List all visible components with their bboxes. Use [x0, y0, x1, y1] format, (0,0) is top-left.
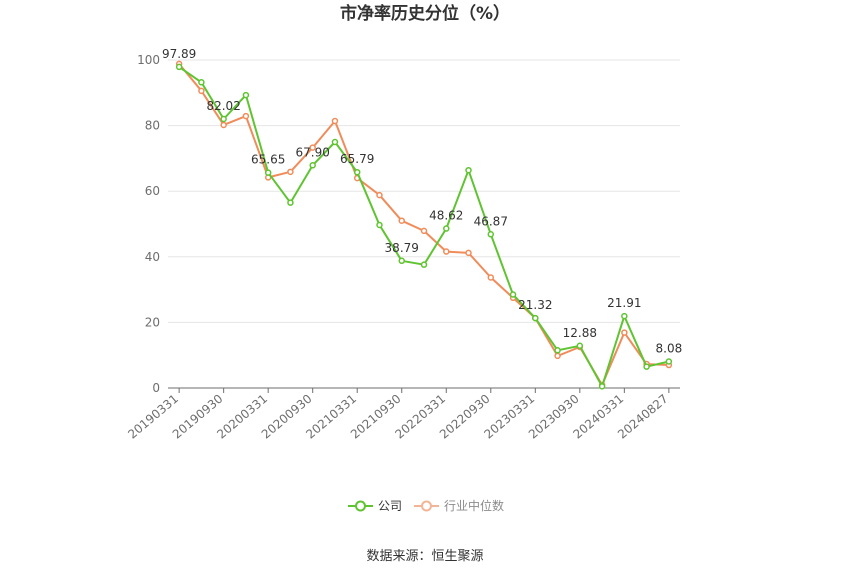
data-label: 67.90	[296, 145, 330, 159]
data-point-industry	[220, 121, 227, 129]
data-point-industry	[443, 248, 450, 255]
data-point-company	[287, 199, 294, 206]
y-axis: 0 20 40 60 80 100	[137, 53, 160, 395]
legend[interactable]: 公司 行业中位数	[348, 498, 504, 513]
y-tick-label: 40	[145, 250, 160, 264]
data-label: 48.62	[429, 209, 463, 223]
data-point-company	[665, 358, 673, 365]
data-point-industry	[242, 112, 250, 120]
data-point-company	[532, 314, 539, 322]
data-point-industry	[287, 168, 294, 176]
data-point-company	[420, 261, 428, 268]
data-label: 65.79	[340, 152, 374, 166]
data-point-company	[220, 115, 227, 123]
data-point-company	[175, 63, 183, 71]
data-point-company	[198, 79, 205, 86]
data-point-company	[242, 91, 250, 99]
data-source: 数据来源：恒生聚源	[366, 549, 483, 564]
data-point-company	[376, 221, 383, 229]
grid-lines	[168, 59, 680, 323]
data-point-company	[598, 383, 606, 390]
y-tick-label: 0	[152, 381, 160, 395]
data-point-company	[331, 138, 339, 146]
chart-title: 市净率历史分位（%）	[340, 3, 510, 24]
data-point-industry	[621, 329, 628, 336]
data-point-company	[465, 166, 472, 174]
data-point-company	[643, 363, 650, 370]
data-point-industry	[487, 274, 495, 281]
data-point-company	[353, 168, 361, 176]
data-label: 38.79	[385, 241, 419, 255]
data-point-industry	[198, 87, 205, 95]
legend-label: 公司	[378, 499, 402, 513]
data-point-company	[509, 291, 517, 298]
y-tick-label: 100	[137, 53, 160, 67]
data-point-industry	[554, 352, 561, 360]
data-point-company	[554, 347, 561, 354]
legend-label: 行业中位数	[444, 498, 504, 513]
data-point-industry	[309, 144, 316, 151]
data-label: 8.08	[656, 341, 683, 355]
data-point-industry	[376, 191, 383, 199]
data-labels: 97.89 82.02 65.65 67.90 65.79 38.79 48.62 46.87…	[162, 47, 682, 356]
data-label: 97.89	[162, 47, 196, 61]
data-point-company	[576, 342, 584, 350]
data-point-company	[309, 162, 316, 169]
data-point-industry	[465, 249, 472, 257]
data-label: 46.87	[474, 214, 508, 228]
legend-marker-icon	[355, 500, 366, 512]
y-tick-label: 60	[145, 184, 160, 198]
data-label: 21.32	[518, 298, 552, 312]
legend-item-company[interactable]: 公司	[348, 499, 402, 513]
data-point-industry	[331, 117, 339, 125]
data-label: 21.91	[607, 296, 641, 310]
data-point-company	[487, 231, 495, 238]
data-point-company	[621, 312, 628, 320]
data-point-industry	[398, 217, 405, 224]
legend-item-industry[interactable]: 行业中位数	[414, 498, 504, 513]
y-tick-label: 20	[145, 315, 160, 329]
legend-marker-icon	[421, 500, 432, 512]
data-point-company	[443, 225, 450, 232]
data-label: 12.88	[563, 326, 597, 340]
data-point-company	[264, 169, 272, 176]
data-point-industry	[420, 227, 428, 235]
data-label: 65.65	[251, 153, 285, 167]
x-axis: 2019033120190930202003312020093020210331…	[125, 387, 680, 442]
series-lines	[175, 60, 673, 390]
data-point-company	[398, 257, 405, 265]
data-label: 82.02	[206, 99, 240, 113]
y-tick-label: 80	[145, 119, 160, 133]
